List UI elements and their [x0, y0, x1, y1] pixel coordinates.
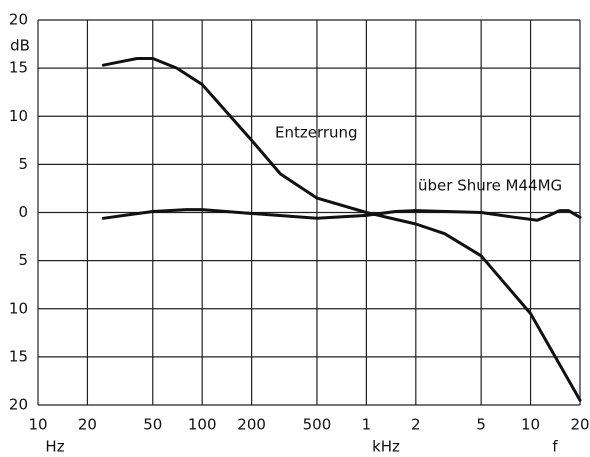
x-unit-label: kHz [372, 438, 400, 456]
y-tick-label: 10 [9, 107, 28, 125]
line [101, 57, 582, 402]
x-tick-label: 1 [362, 416, 372, 434]
y-tick-label: 15 [9, 347, 28, 365]
x-axis-label: f [552, 438, 558, 456]
y-tick-label: 10 [9, 299, 28, 317]
x-tick-label: 50 [143, 416, 162, 434]
x-tick-label: 20 [78, 416, 97, 434]
y-tick-label: 5 [18, 251, 28, 269]
x-tick-label: 100 [188, 416, 217, 434]
y-tick-label: 0 [18, 203, 28, 221]
y-axis-label: dB [10, 37, 30, 55]
x-tick-label: 20 [570, 416, 589, 434]
y-tick-label: 5 [18, 155, 28, 173]
y-tick-label: 20 [9, 396, 28, 414]
y-tick-label: 20 [9, 11, 28, 29]
x-unit-label: Hz [45, 438, 64, 456]
x-tick-label: 5 [476, 416, 486, 434]
y-tick-label: 15 [9, 59, 28, 77]
x-tick-label: 2 [411, 416, 421, 434]
x-tick-label: 10 [521, 416, 540, 434]
annotation: über Shure M44MG [418, 177, 562, 195]
x-tick-label: 500 [303, 416, 332, 434]
x-tick-label: 200 [237, 416, 266, 434]
x-tick-label: 10 [28, 416, 47, 434]
line [101, 208, 582, 222]
annotation: Entzerrung [275, 124, 358, 142]
